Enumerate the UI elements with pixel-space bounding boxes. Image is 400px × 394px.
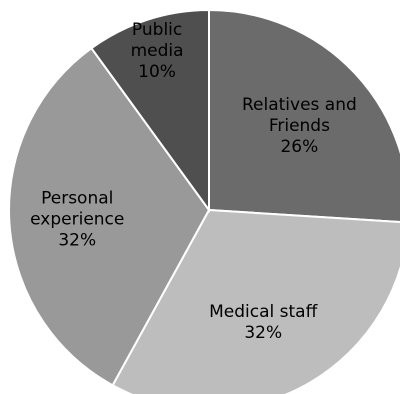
pie-slice-category-text: Public bbox=[132, 20, 182, 40]
pie-slice-3 bbox=[8, 46, 211, 387]
pie-slice-category-text: media bbox=[131, 41, 184, 61]
pie-slice-1 bbox=[208, 8, 400, 224]
pie-slice-percent: 32% bbox=[244, 323, 282, 343]
pie-slice-4 bbox=[90, 8, 210, 214]
pie-slice-label-2: Medical staff 32% bbox=[209, 302, 318, 343]
pie-slice-percent: 32% bbox=[58, 230, 96, 250]
pie-slice-category-text: Medical staff bbox=[209, 302, 318, 322]
pie-slice-label-1: Relatives and Friends 26% bbox=[242, 95, 357, 157]
pie-slice-category-text: Personal bbox=[41, 188, 113, 208]
pie-slices bbox=[8, 8, 400, 394]
pie-slice-category-text: Relatives and bbox=[242, 95, 357, 115]
pie-slice-category-text: experience bbox=[30, 209, 124, 229]
pie-slice-label-3: Personal experience 32% bbox=[30, 188, 124, 250]
pie-labels: Relatives and Friends 26%Medical staff 32%P… bbox=[30, 20, 357, 343]
pie-slice-percent: 26% bbox=[280, 137, 318, 157]
pie-slice-category-text: Friends bbox=[269, 116, 330, 136]
pie-slice-percent: 10% bbox=[138, 62, 176, 82]
pie-slice-label-4: Public media 10% bbox=[131, 20, 184, 82]
